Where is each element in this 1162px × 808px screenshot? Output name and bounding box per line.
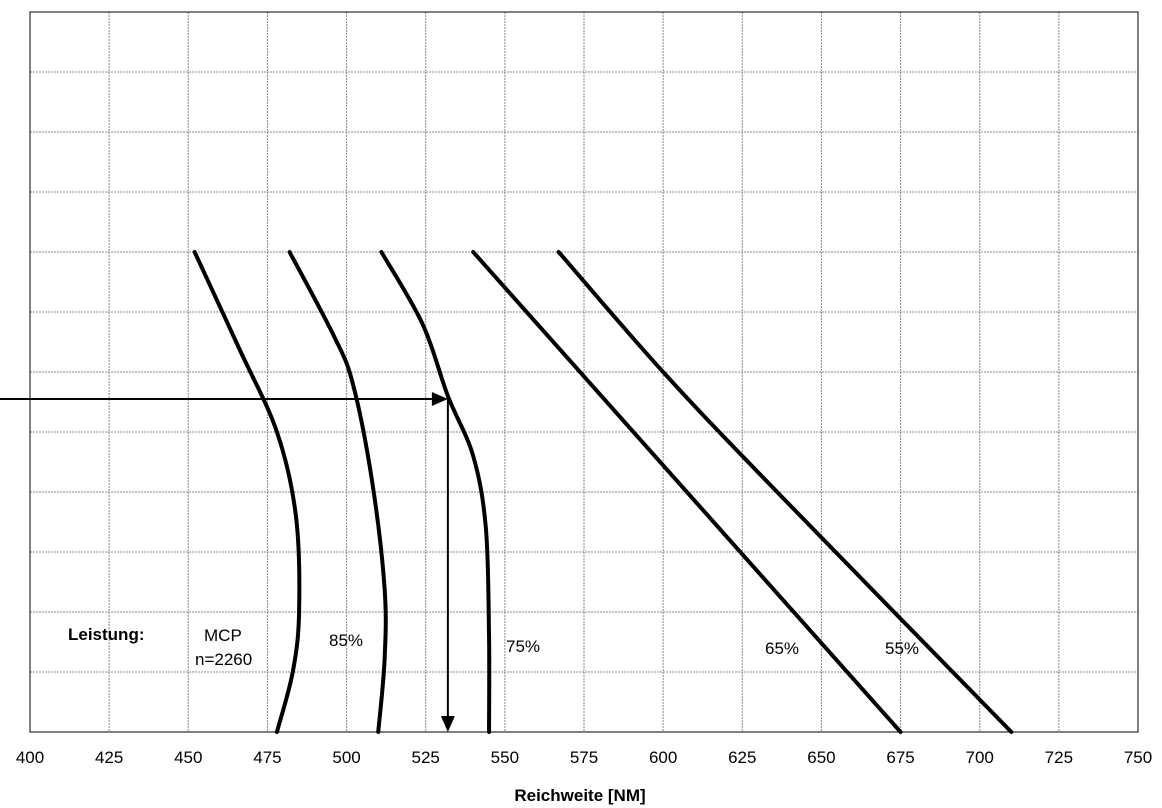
x-tick-label: 450 [174, 748, 202, 767]
plot-frame [29, 11, 1139, 733]
x-tick-label: 625 [728, 748, 756, 767]
series-sublabel-mcp: n=2260 [195, 650, 252, 669]
annotation-layer [0, 392, 455, 732]
series-line-3 [471, 250, 903, 734]
series-label-85: 85% [329, 631, 363, 650]
series-line-1 [287, 250, 388, 734]
x-tick-label: 650 [807, 748, 835, 767]
legend-title: Leistung: [68, 625, 145, 644]
x-tick-label: 725 [1045, 748, 1073, 767]
x-tick-label: 600 [649, 748, 677, 767]
grid [29, 11, 1139, 733]
series-line-4 [556, 250, 1014, 734]
x-tick-label: 700 [966, 748, 994, 767]
x-tick-label: 550 [491, 748, 519, 767]
arrowhead-down [440, 716, 455, 732]
series-label-75: 75% [506, 637, 540, 656]
series-label-65: 65% [765, 639, 799, 658]
series-label-55: 55% [885, 639, 919, 658]
x-tick-label: 750 [1124, 748, 1152, 767]
plot-border [29, 11, 1139, 733]
x-tick-label: 475 [253, 748, 281, 767]
arrowhead-right [431, 392, 448, 406]
x-tick-label: 400 [16, 748, 44, 767]
x-axis-label: Reichweite [NM] [514, 786, 645, 805]
x-tick-label: 425 [95, 748, 123, 767]
x-tick-label: 525 [412, 748, 440, 767]
x-tick-labels: 400 425 450 475 500 525 550 575 600 625 650 675 700 7… [16, 748, 1152, 767]
series-line-0 [192, 250, 302, 734]
x-tick-label: 575 [570, 748, 598, 767]
series-line-2 [379, 250, 492, 734]
series-label-mcp: MCP [204, 626, 242, 645]
x-tick-label: 500 [332, 748, 360, 767]
x-tick-label: 675 [886, 748, 914, 767]
series-layer [192, 250, 1014, 734]
